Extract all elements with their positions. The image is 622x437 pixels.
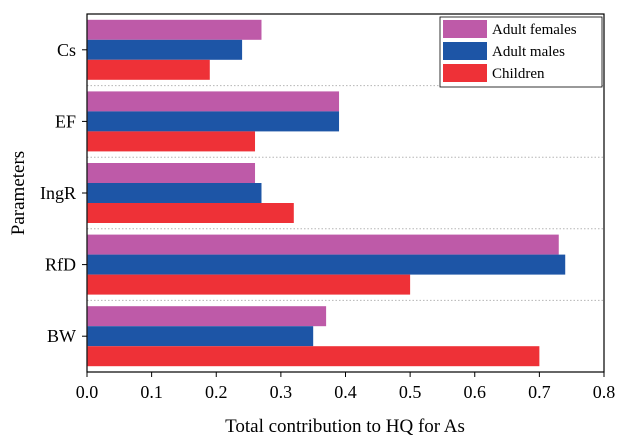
bar-ef-adult-males [87,111,340,132]
bar-ingr-adult-males [87,183,262,203]
legend-swatch [443,42,487,60]
bar-cs-adult-males [87,39,243,60]
legend-label: Children [492,66,545,82]
legend-swatch [443,20,487,38]
x-tick-label: 0.4 [334,382,357,402]
x-tick-label: 0.7 [528,382,551,402]
y-tick-label: IngR [40,183,76,203]
y-tick-label: BW [47,326,76,346]
bar-ingr-adult-females [87,163,256,183]
x-tick-label: 0.3 [270,382,293,402]
bar-ef-adult-females [87,91,340,112]
y-tick-label: EF [55,111,76,131]
y-tick-label: RfD [45,255,76,275]
x-tick-label: 0.1 [140,382,163,402]
y-axis-title: Parameters [8,151,29,235]
bar-bw-adult-males [87,326,314,347]
x-tick-label: 0.2 [205,382,228,402]
legend-label: Adult males [492,44,565,60]
y-axis-ticks: Cs EF IngR RfD BW [40,40,87,346]
x-axis-ticks: 0.0 0.1 0.2 0.3 0.4 0.5 0.6 0.7 0.8 [76,372,616,402]
bar-ef-children [87,131,256,152]
x-axis-title: Total contribution to HQ for As [225,416,465,437]
x-tick-label: 0.0 [76,382,99,402]
legend: Adult females Adult males Children [439,16,603,88]
legend-swatch [443,64,487,82]
bar-bw-children [87,346,540,367]
x-tick-label: 0.8 [593,382,616,402]
bars-layer [87,19,566,367]
x-tick-label: 0.6 [464,382,487,402]
bar-rfd-adult-females [87,234,559,255]
bar-rfd-children [87,274,411,295]
legend-label: Adult females [492,22,577,38]
y-tick-label: Cs [57,40,76,60]
bar-ingr-children [87,203,294,223]
x-tick-label: 0.5 [399,382,422,402]
bar-bw-adult-females [87,306,327,327]
bar-cs-adult-females [87,19,262,40]
bar-rfd-adult-males [87,254,566,275]
bar-cs-children [87,59,210,80]
